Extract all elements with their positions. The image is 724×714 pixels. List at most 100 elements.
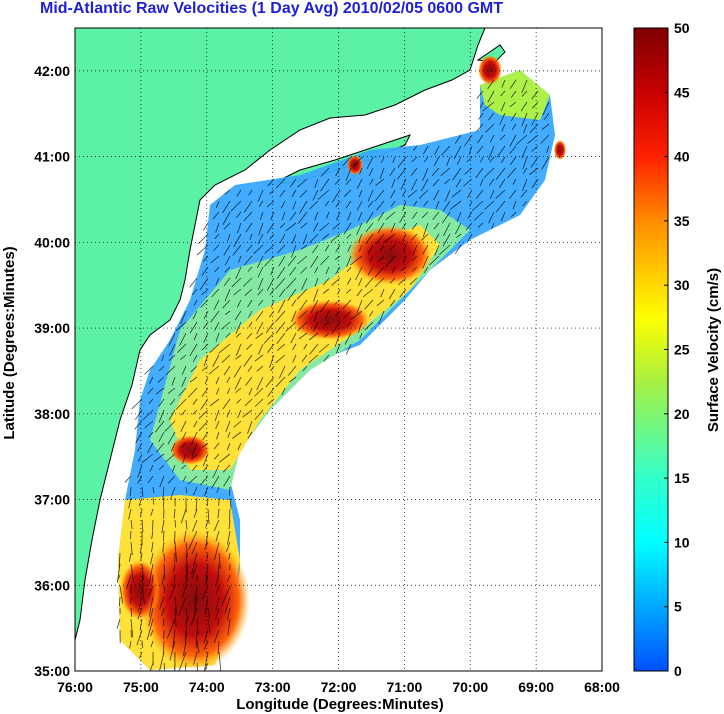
velocity-arrow	[521, 112, 528, 127]
velocity-arrow	[400, 178, 407, 190]
velocity-arrow	[148, 398, 154, 404]
velocity-arrow	[369, 255, 374, 262]
velocity-arrow	[390, 222, 396, 233]
velocity-arrow	[255, 310, 264, 321]
lon-tick-label: 75:00	[123, 679, 159, 695]
velocity-arrow	[449, 200, 462, 210]
velocity-arrow	[364, 321, 374, 331]
land-mass	[75, 28, 486, 641]
velocity-arrow	[196, 662, 198, 671]
velocity-arrow	[391, 178, 396, 189]
velocity-arrow	[418, 189, 429, 199]
velocity-arrow	[181, 431, 187, 440]
velocity-arrow	[345, 343, 352, 355]
velocity-arrow	[174, 541, 177, 563]
velocity-arrow	[193, 420, 198, 428]
velocity-arrow	[423, 266, 429, 274]
velocity-arrow	[476, 123, 484, 132]
velocity-arrow	[412, 145, 418, 152]
velocity-arrow	[366, 211, 374, 224]
velocity-arrow	[546, 145, 550, 154]
lat-tick-label: 35:00	[34, 663, 70, 679]
velocity-arrow	[289, 376, 297, 383]
velocity-arrow	[126, 574, 132, 589]
velocity-arrow	[129, 486, 132, 497]
velocity-arrow	[358, 189, 363, 198]
velocity-arrow	[423, 156, 429, 163]
velocity-arrow	[156, 442, 165, 453]
velocity-arrow	[207, 508, 210, 524]
velocity-arrow	[151, 574, 154, 584]
velocity-arrow	[347, 244, 352, 252]
velocity-arrow	[318, 343, 330, 353]
velocity-arrow	[216, 387, 220, 395]
velocity-arrow	[188, 530, 198, 551]
velocity-arrow	[196, 244, 209, 256]
velocity-arrow	[385, 211, 396, 221]
velocity-arrow	[356, 222, 363, 236]
velocity-arrow	[193, 299, 198, 306]
velocity-arrow	[270, 211, 275, 221]
y-axis-label: Latitude (Degrees:Minutes)	[1, 246, 18, 439]
velocity-arrow	[212, 354, 220, 367]
velocity-arrow	[217, 618, 220, 626]
velocity-arrow	[175, 398, 187, 410]
velocity-arrow	[310, 299, 319, 314]
velocity-arrow	[531, 112, 539, 126]
velocity-arrow	[154, 420, 165, 433]
velocity-arrow	[224, 288, 231, 302]
velocity-arrow	[530, 156, 539, 168]
velocity-arrow	[130, 607, 132, 617]
velocity-arrow	[434, 145, 440, 155]
velocity-arrow	[227, 530, 231, 545]
velocity-arrow	[489, 189, 495, 199]
velocity-arrow	[130, 519, 133, 530]
velocity-arrow	[488, 211, 495, 224]
velocity-arrow	[232, 431, 242, 439]
velocity-arrow	[411, 255, 418, 262]
velocity-arrow	[144, 420, 154, 429]
velocity-arrow	[255, 332, 264, 340]
velocity-arrow	[467, 233, 473, 242]
velocity-arrow	[314, 266, 319, 274]
velocity-arrow	[399, 211, 407, 224]
velocity-arrow	[159, 475, 165, 488]
velocity-arrow	[169, 640, 176, 661]
velocity-arrow	[410, 178, 418, 191]
velocity-arrow	[359, 332, 363, 339]
velocity-arrow	[521, 79, 528, 94]
velocity-arrow	[512, 200, 517, 210]
velocity-arrow	[248, 189, 253, 196]
velocity-arrow	[236, 398, 242, 404]
velocity-arrow	[422, 167, 429, 182]
velocity-arrow	[485, 123, 495, 133]
velocity-arrow	[376, 200, 385, 211]
velocity-arrow	[297, 255, 308, 265]
velocity-arrow	[477, 134, 484, 144]
velocity-arrow	[256, 376, 264, 391]
velocity-arrow	[215, 585, 220, 595]
velocity-arrow	[287, 288, 297, 302]
velocity-arrow	[314, 277, 319, 287]
velocity-arrow	[467, 211, 473, 219]
velocity-arrow	[191, 431, 198, 445]
velocity-arrow	[155, 387, 165, 395]
velocity-arrow	[495, 200, 506, 213]
velocity-arrow	[540, 134, 550, 144]
velocity-arrow	[211, 475, 220, 489]
velocity-arrow	[202, 255, 209, 262]
velocity-arrow	[390, 200, 396, 207]
velocity-arrow	[195, 497, 198, 511]
velocity-arrow	[129, 640, 132, 649]
velocity-arrow	[434, 233, 440, 242]
velocity-arrow	[325, 211, 330, 219]
velocity-arrow	[171, 442, 176, 452]
velocity-arrow	[476, 145, 484, 154]
velocity-arrow	[334, 310, 341, 317]
velocity-arrow	[165, 453, 176, 463]
velocity-arrow	[321, 233, 330, 240]
velocity-arrow	[193, 508, 198, 518]
velocity-arrow	[137, 607, 143, 620]
velocity-arrow	[178, 651, 187, 671]
velocity-arrow	[377, 222, 385, 234]
